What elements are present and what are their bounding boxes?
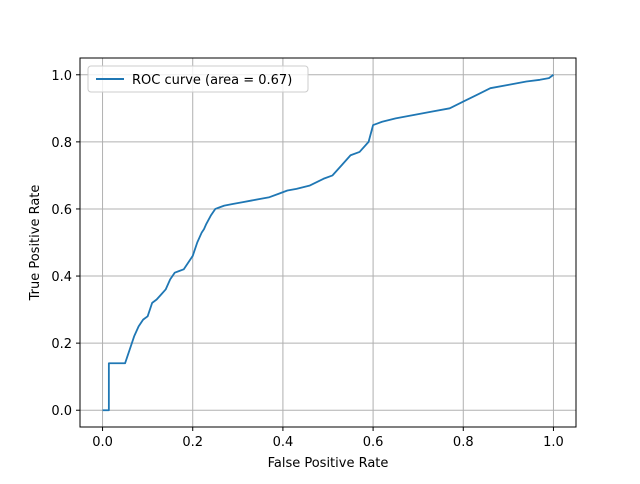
- x-tick-label: 0.2: [182, 435, 203, 450]
- legend-entry-roc-curve: ROC curve (area = 0.67): [132, 73, 292, 88]
- legend-box: [87, 65, 309, 93]
- y-tick-label: 0.8: [51, 136, 72, 151]
- legend: ROC curve (area = 0.67): [87, 65, 309, 93]
- grid-lines: [80, 58, 576, 427]
- roc-curve-line: [102, 74, 554, 412]
- y-axis-label: True Positive Rate: [28, 185, 43, 302]
- axis-ticks: 0.0 0.2 0.4 0.6 0.8 1.0 0.0 0.2 0.4 0.6 0.8 1.0: [51, 69, 563, 450]
- series-layer: [102, 74, 554, 412]
- x-tick-label: 0.0: [92, 435, 113, 450]
- y-tick-label: 0.2: [51, 337, 72, 352]
- x-axis-label: False Positive Rate: [268, 456, 389, 471]
- x-tick-label: 0.4: [273, 435, 294, 450]
- x-tick-label: 0.6: [363, 435, 384, 450]
- x-tick-label: 0.8: [453, 435, 474, 450]
- x-tick-label: 1.0: [543, 435, 564, 450]
- y-tick-label: 1.0: [51, 69, 72, 84]
- y-tick-label: 0.0: [51, 404, 72, 419]
- plot-area-frame: [79, 57, 577, 428]
- y-tick-label: 0.6: [51, 203, 72, 218]
- y-tick-label: 0.4: [51, 270, 72, 285]
